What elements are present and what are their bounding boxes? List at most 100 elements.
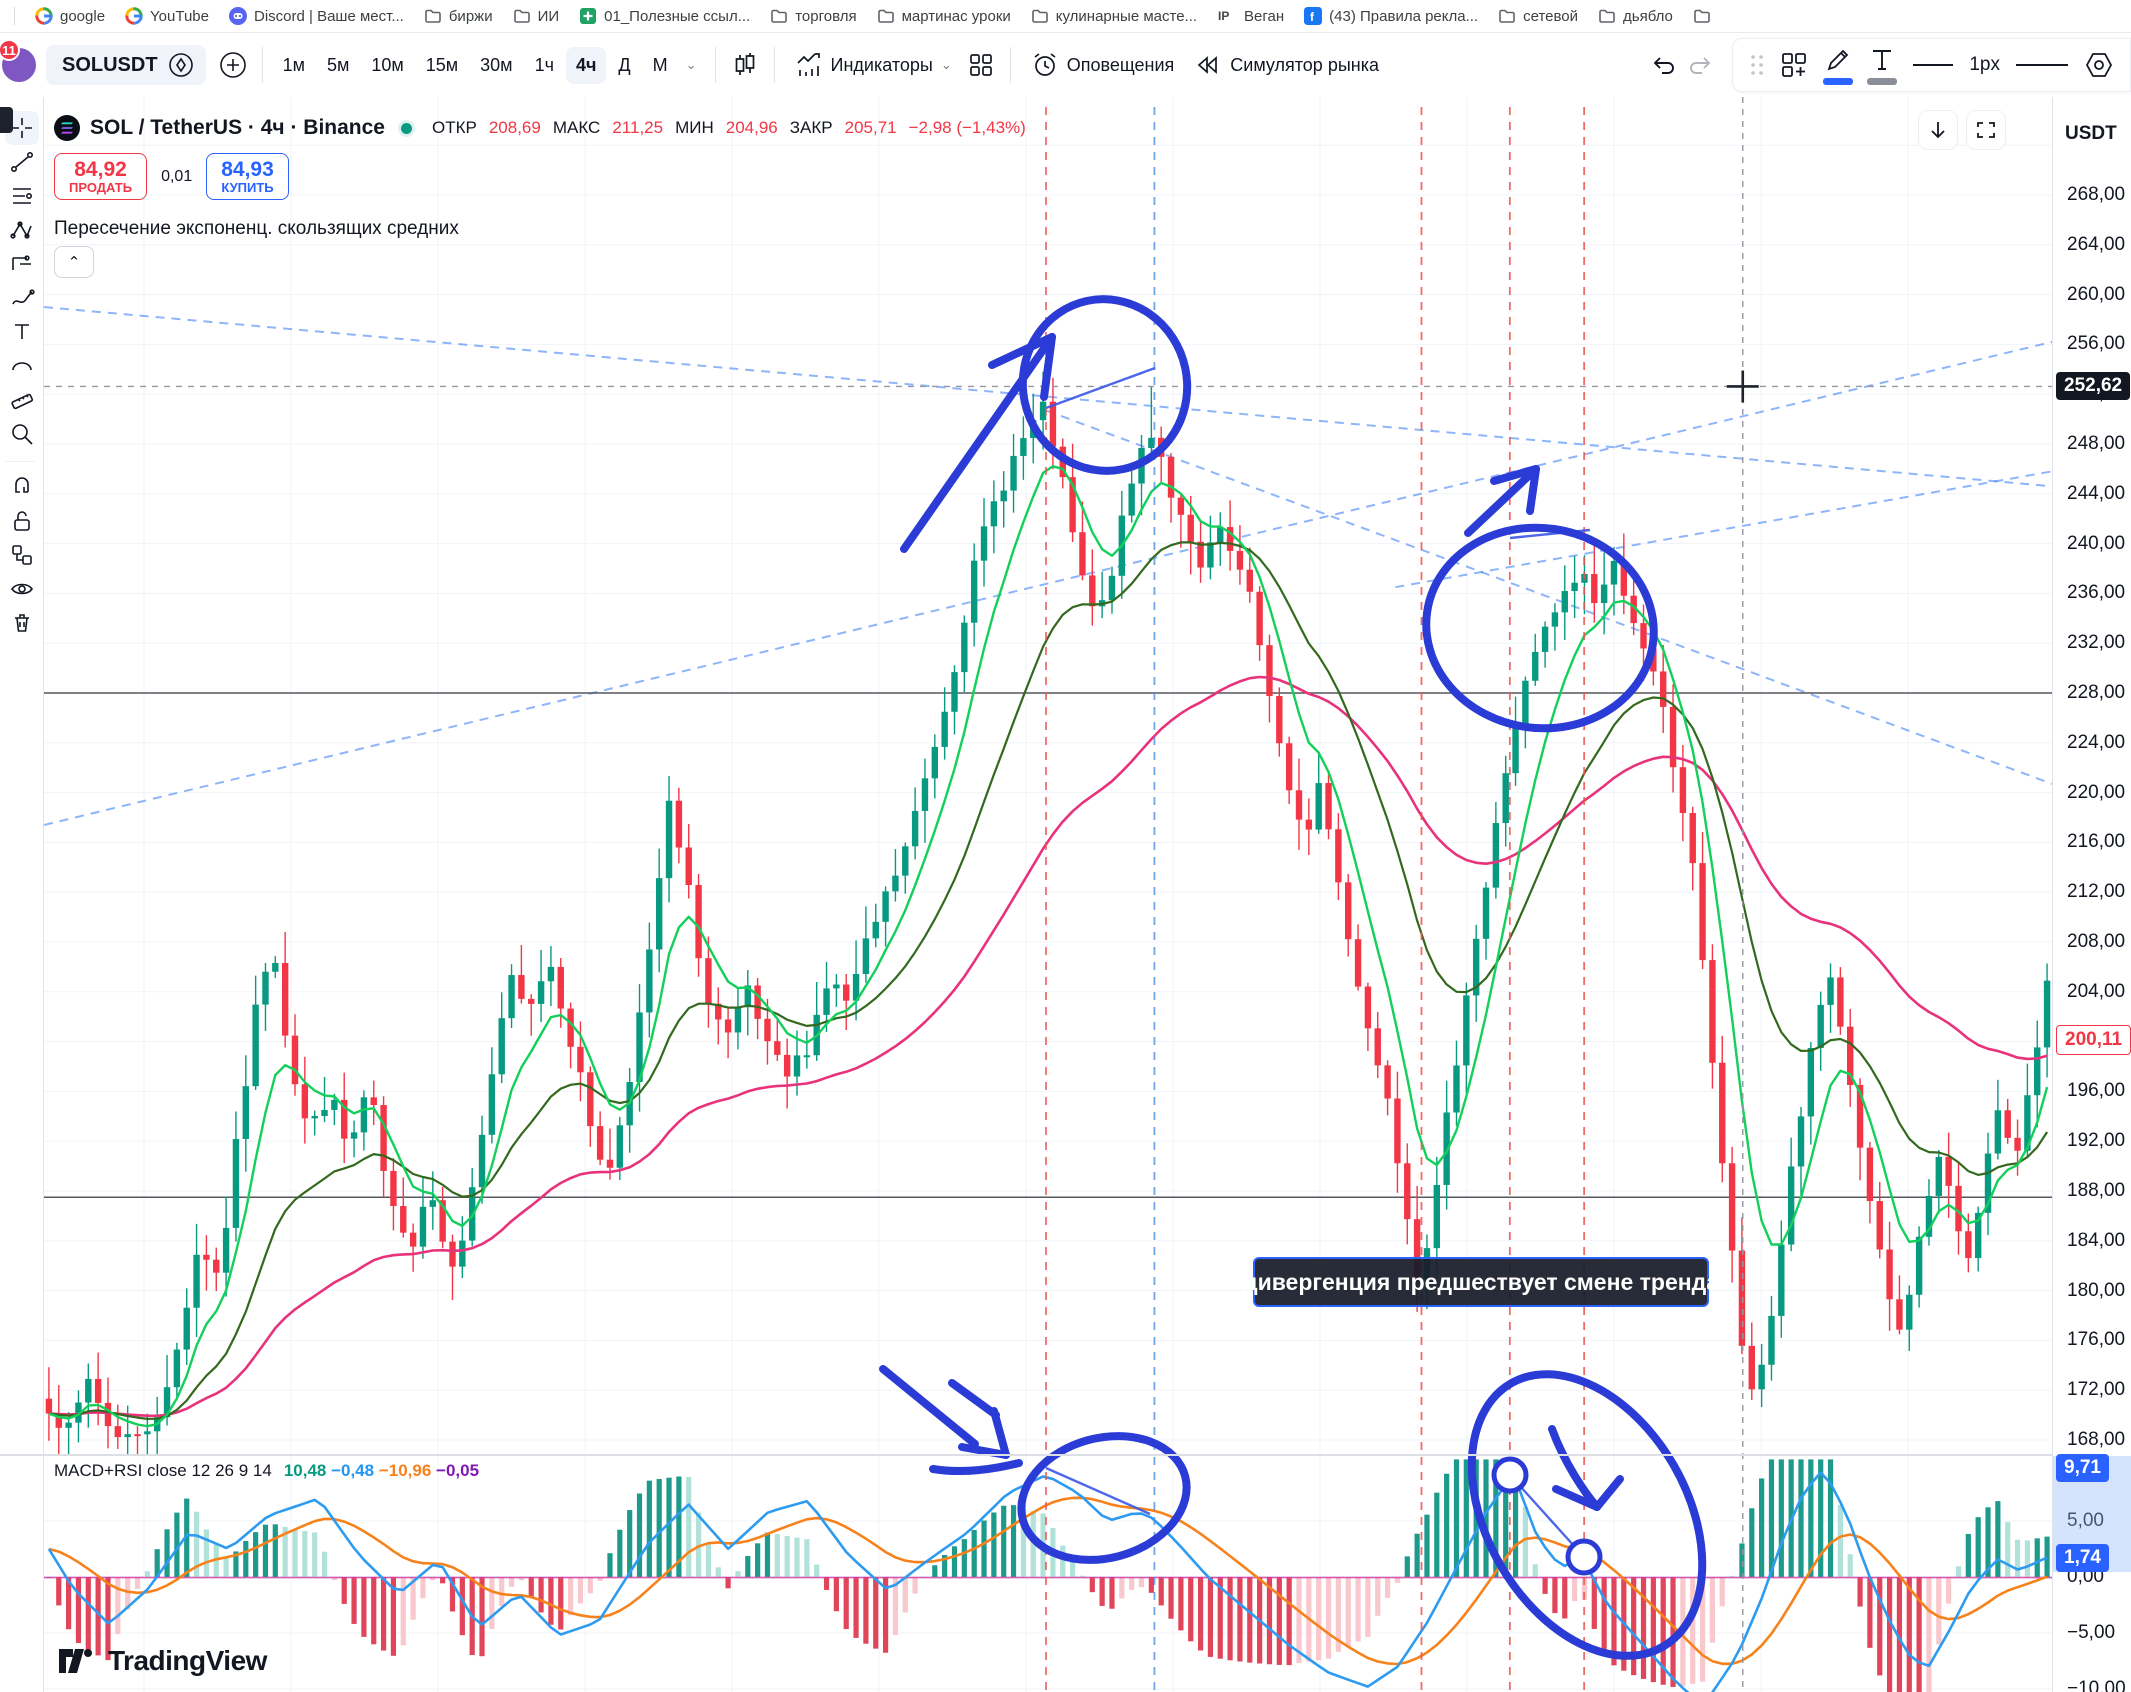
line-width-label[interactable]: 1px xyxy=(1969,54,2000,75)
drawn-stroke[interactable] xyxy=(1464,465,1540,537)
hand-drawings[interactable] xyxy=(879,284,1750,1692)
line-width-sample-icon[interactable] xyxy=(1911,61,1955,69)
timeframe-30м[interactable]: 30м xyxy=(480,54,513,75)
drawn-stroke[interactable] xyxy=(1490,465,1540,485)
timeframe-М[interactable]: М xyxy=(652,54,668,75)
bookmark-item[interactable]: кулинарные масте... xyxy=(1021,5,1207,27)
timeframe-Д[interactable]: Д xyxy=(618,54,631,75)
bookmark-item[interactable]: google xyxy=(25,5,115,27)
drawn-ellipse[interactable] xyxy=(1413,513,1667,743)
drawn-stroke[interactable] xyxy=(1526,465,1540,515)
trendline[interactable] xyxy=(44,340,2052,826)
indicators-button[interactable]: Индикаторы ⌄ xyxy=(785,43,962,87)
chart-canvas[interactable] xyxy=(44,97,2052,1692)
fib-tool[interactable] xyxy=(5,179,39,213)
divergence-line[interactable] xyxy=(1045,1466,1151,1516)
hide-drawings-tool[interactable] xyxy=(5,572,39,606)
trendline-tool[interactable] xyxy=(5,145,39,179)
pencil-tool[interactable] xyxy=(1823,45,1854,85)
redo-button[interactable] xyxy=(1682,46,1720,84)
drawn-stroke[interactable] xyxy=(1040,333,1056,401)
chart-title[interactable]: SOL / TetherUS · 4ч · Binance xyxy=(90,116,385,139)
remove-drawings-tool[interactable] xyxy=(5,606,39,640)
fullscreen-button[interactable] xyxy=(1966,110,2006,150)
layout-templates-button[interactable] xyxy=(962,46,1000,84)
bookmark-item[interactable]: YouTube xyxy=(115,5,219,27)
strategy-label[interactable]: Пересечение экспоненц. скользящих средни… xyxy=(54,218,459,239)
divergence-marker[interactable] xyxy=(1565,1538,1603,1576)
pattern-tool[interactable] xyxy=(5,213,39,247)
drawn-ellipse[interactable] xyxy=(1007,1418,1200,1577)
trendlines[interactable] xyxy=(44,306,2052,826)
divergence-line[interactable] xyxy=(1045,366,1156,410)
line-style-icon[interactable] xyxy=(2014,61,2070,69)
alerts-button[interactable]: Оповещения xyxy=(1021,43,1185,87)
magnet-tool[interactable] xyxy=(5,470,39,504)
brush-tool[interactable] xyxy=(5,281,39,315)
divergence-marker[interactable] xyxy=(1491,1456,1529,1494)
drawn-stroke[interactable] xyxy=(929,1459,1023,1476)
collapse-legend-button[interactable]: ⌃ xyxy=(54,246,94,278)
drawn-stroke[interactable] xyxy=(1593,1475,1624,1511)
timeframe-1м[interactable]: 1м xyxy=(282,54,305,75)
trendline[interactable] xyxy=(1395,470,2052,589)
buy-button[interactable]: 84,93 КУПИТЬ xyxy=(206,153,289,201)
timeframe-15м[interactable]: 15м xyxy=(425,54,459,75)
chart-legend[interactable]: SOL / TetherUS · 4ч · Binance ОТКР 208,69… xyxy=(54,115,1026,141)
text-color-bar[interactable] xyxy=(1867,78,1898,85)
timeframe-4ч[interactable]: 4ч xyxy=(565,46,607,84)
timeframe-10м[interactable]: 10м xyxy=(371,54,404,75)
price-axis[interactable]: USDT 268,00264,00260,00256,00252,00248,0… xyxy=(2052,97,2131,1692)
add-layout-icon[interactable] xyxy=(1779,50,1809,80)
pencil-color-bar[interactable] xyxy=(1823,78,1854,85)
lock-tool[interactable] xyxy=(5,504,39,538)
bookmark-item[interactable]: ИИ xyxy=(503,5,570,27)
user-menu[interactable]: 11 xyxy=(0,33,46,97)
bookmark-item[interactable]: биржи xyxy=(414,5,503,27)
bookmark-item[interactable]: дьябло xyxy=(1588,5,1683,27)
drawn-stroke[interactable] xyxy=(879,1365,979,1448)
drawn-stroke[interactable] xyxy=(1552,1485,1601,1511)
object-tree-tool[interactable] xyxy=(5,538,39,572)
pane-divider[interactable] xyxy=(0,1454,2087,1456)
bookmark-item[interactable] xyxy=(1683,5,1721,27)
tradingview-watermark[interactable]: TradingView xyxy=(58,1645,267,1677)
zoom-tool[interactable] xyxy=(5,417,39,451)
drawn-stroke[interactable] xyxy=(988,333,1056,369)
timeframe-5м[interactable]: 5м xyxy=(326,54,350,75)
timeframe-more-chevron[interactable]: ⌄ xyxy=(685,57,697,72)
compare-add-button[interactable] xyxy=(214,46,252,84)
symbol-search[interactable]: SOLUSDT xyxy=(46,45,206,85)
drawn-stroke[interactable] xyxy=(958,1443,1010,1459)
chart-area[interactable]: SOL / TetherUS · 4ч · Binance ОТКР 208,69… xyxy=(44,97,2052,1692)
text-tool[interactable] xyxy=(1867,45,1898,85)
bookmark-item[interactable]: сетевой xyxy=(1488,5,1588,27)
bookmark-item[interactable]: торговля xyxy=(760,5,866,27)
text-tool[interactable] xyxy=(5,315,39,349)
bookmark-item[interactable]: мартинас уроки xyxy=(867,5,1021,27)
trendline[interactable] xyxy=(1045,409,2052,785)
shape-settings-icon[interactable] xyxy=(2084,50,2114,80)
drawn-stroke[interactable] xyxy=(948,1379,1000,1419)
timeframe-1ч[interactable]: 1ч xyxy=(534,54,554,75)
bookmark-item[interactable]: Discord | Ваше мест... xyxy=(219,5,414,27)
axis-currency[interactable]: USDT xyxy=(2065,123,2117,144)
bookmark-item[interactable]: 01_Полезные ссыл... xyxy=(569,5,760,27)
drawn-ellipse[interactable] xyxy=(1424,1333,1749,1692)
chart-style-button[interactable] xyxy=(726,46,764,84)
indicators-chevron[interactable]: ⌄ xyxy=(940,57,952,72)
position-tool[interactable] xyxy=(5,247,39,281)
scroll-to-latest-button[interactable] xyxy=(1918,110,1958,150)
bookmark-item[interactable]: f (43) Правила рекла... xyxy=(1294,5,1488,27)
macd-legend[interactable]: MACD+RSI close 12 26 9 14 10,48 −0,48 −1… xyxy=(54,1461,479,1481)
ruler-tool[interactable] xyxy=(5,383,39,417)
drawn-stroke[interactable] xyxy=(900,333,1056,553)
sell-button[interactable]: 84,92 ПРОДАТЬ xyxy=(54,153,148,201)
bookmark-item[interactable]: IP Веган xyxy=(1207,5,1294,27)
replay-button[interactable]: Симулятор рынка xyxy=(1184,43,1389,87)
side-panel-notch[interactable] xyxy=(0,107,13,133)
drawn-ellipse[interactable] xyxy=(1007,284,1203,486)
undo-button[interactable] xyxy=(1644,46,1682,84)
drag-handle-icon[interactable] xyxy=(1749,52,1765,78)
drawn-stroke[interactable] xyxy=(990,1407,1010,1459)
